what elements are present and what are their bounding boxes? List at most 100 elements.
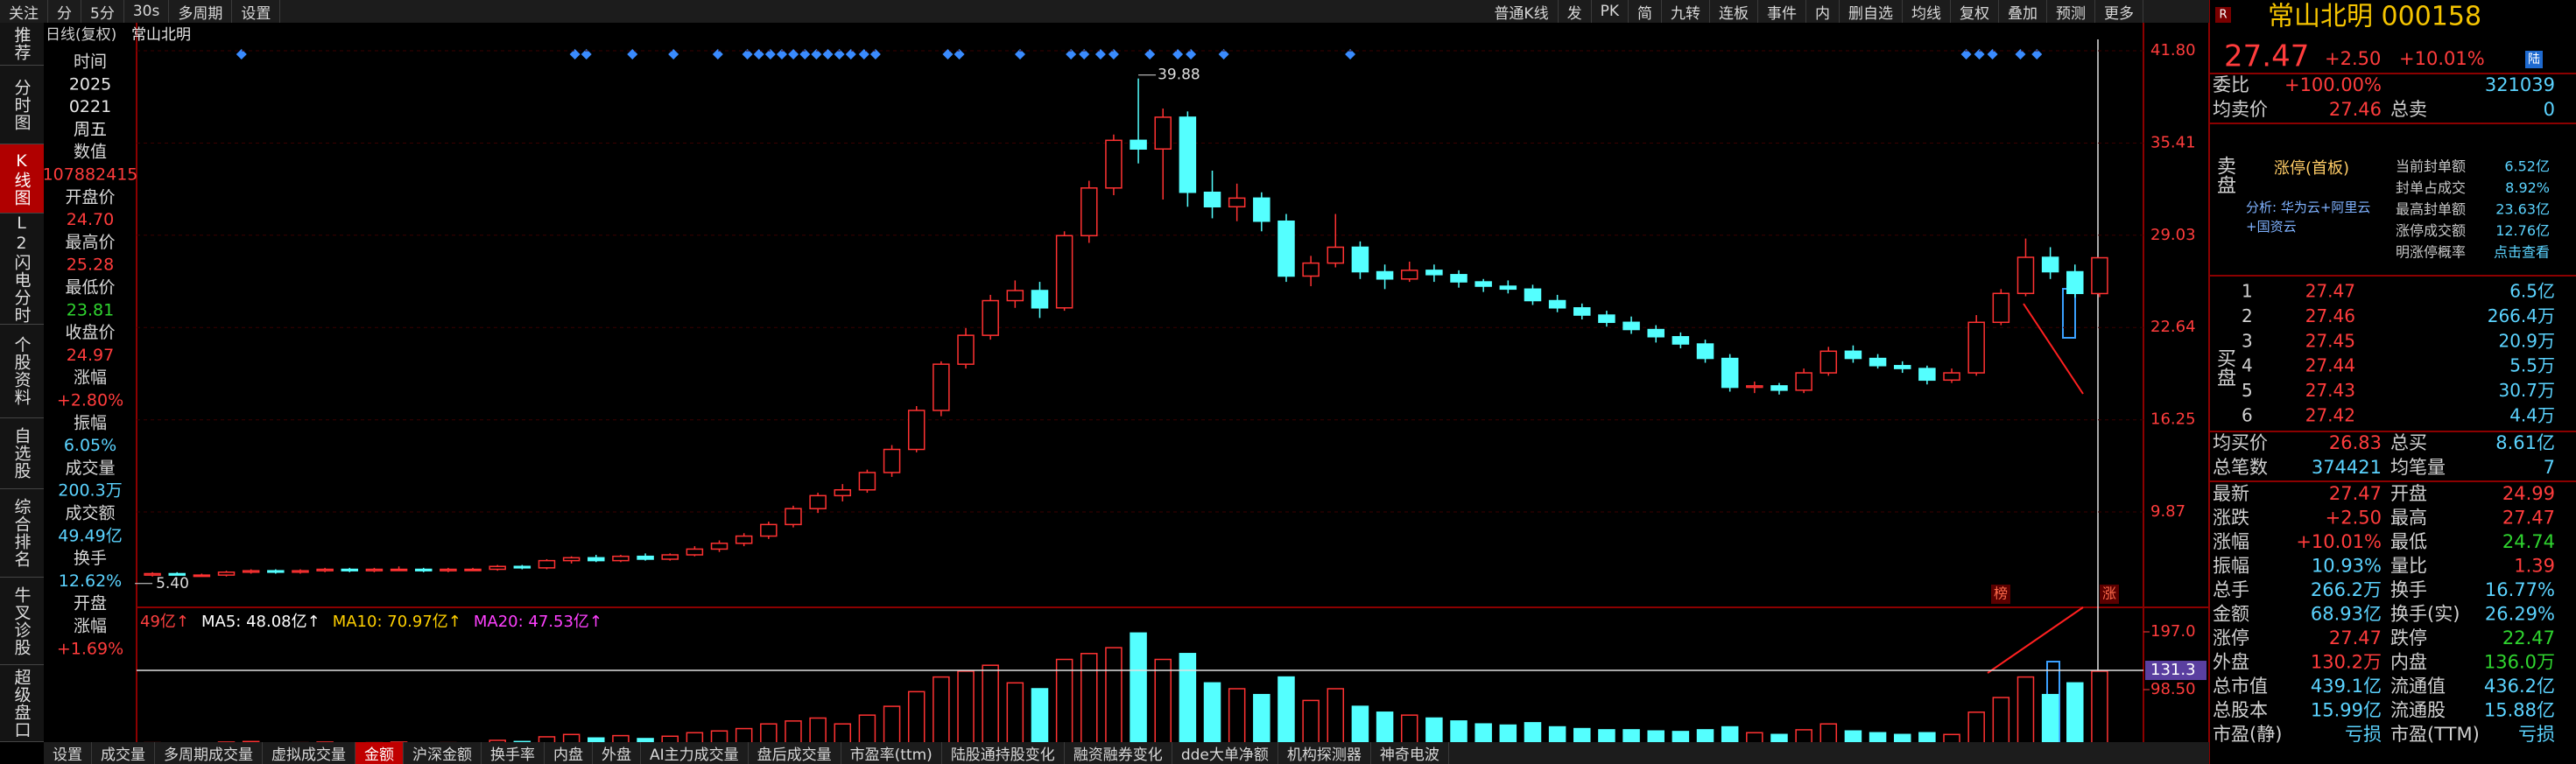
volume-bar	[858, 714, 876, 742]
toolbar-button[interactable]: 内	[1806, 0, 1840, 23]
candle-body	[735, 535, 753, 544]
event-marker	[799, 49, 811, 60]
volume-bar	[1844, 730, 1862, 742]
side-tab[interactable]: 推荐	[0, 23, 44, 66]
indicator-tab[interactable]: 盘后成交量	[749, 742, 841, 764]
bid-level: 2	[2242, 305, 2253, 326]
toolbar-button[interactable]: 更多	[2095, 0, 2143, 23]
toolbar-button[interactable]: 普通K线	[1485, 0, 1559, 23]
toolbar-button[interactable]: 发	[1559, 0, 1592, 23]
indicator-tab[interactable]: dde大单净额	[1172, 742, 1278, 764]
bid-price: 27.42	[2305, 405, 2355, 426]
quote-label: 开盘	[2390, 483, 2427, 504]
volume-bar	[1548, 725, 1566, 742]
candle-body	[1819, 350, 1838, 374]
side-tab[interactable]: 综合排名	[0, 489, 44, 578]
volume-bars	[144, 632, 2108, 742]
volume-bar	[217, 741, 236, 742]
quote-value: 436.2亿	[2484, 676, 2555, 697]
quote-value: +10.01%	[2296, 531, 2382, 552]
candle-body	[957, 334, 975, 365]
volume-bar	[1203, 682, 1221, 742]
candle-body	[414, 568, 433, 571]
badge: R	[2219, 9, 2227, 22]
indicator-tab[interactable]: 多周期成交量	[155, 742, 263, 764]
volume-bar	[1450, 720, 1467, 742]
candle-body	[858, 472, 876, 491]
info-item: 最低价	[65, 278, 115, 298]
candle-body	[1869, 357, 1887, 367]
indicator-tab[interactable]: 陆股通持股变化	[942, 742, 1065, 764]
side-tab[interactable]: 个股资料	[0, 325, 44, 418]
side-tab[interactable]: K线图	[0, 144, 44, 214]
indicator-tab[interactable]: 神奇电波	[1371, 742, 1449, 764]
candle-body	[1105, 139, 1123, 189]
toolbar-button[interactable]: 预测	[2047, 0, 2095, 23]
volume-bar	[1672, 731, 1690, 742]
indicator-tab[interactable]: 虚拟成交量	[263, 742, 355, 764]
quote-value: 26.29%	[2485, 604, 2555, 625]
volume-bar	[1893, 733, 1911, 742]
side-tab[interactable]: 超级盘口	[0, 665, 44, 742]
candle-body	[1228, 197, 1246, 208]
indicator-tab[interactable]: 设置	[44, 742, 92, 764]
marker-label: 涨	[2102, 585, 2116, 602]
toolbar-button[interactable]: 30s	[124, 0, 170, 23]
volume-bar	[1746, 732, 1763, 742]
indicator-tab[interactable]: 融资融券变化	[1065, 742, 1172, 764]
indicator-tab[interactable]: 机构探测器	[1278, 742, 1371, 764]
volume-bar	[2091, 670, 2108, 742]
volume-bar	[710, 730, 728, 742]
toolbar-button[interactable]: 连板	[1710, 0, 1758, 23]
toolbar-button[interactable]: 均线	[1903, 0, 1951, 23]
volume-bar	[957, 670, 975, 742]
side-tab[interactable]: 牛叉诊股	[0, 578, 44, 665]
toolbar-button[interactable]: 关注	[0, 0, 48, 23]
indicator-tab[interactable]: 换手率	[482, 742, 545, 764]
indicator-tab[interactable]: 金额	[355, 742, 404, 764]
last-price: 27.47	[2224, 39, 2309, 74]
bid-volume: 20.9万	[2498, 330, 2555, 351]
indicator-tab[interactable]: 外盘	[593, 742, 641, 764]
quote-value: 374421	[2312, 457, 2382, 478]
indicator-tab[interactable]: 市盈率(ttm)	[841, 742, 942, 764]
toolbar-button[interactable]: 分	[48, 0, 81, 23]
event-marker	[776, 49, 787, 60]
quote-value: 22.47	[2502, 627, 2555, 648]
toolbar-button[interactable]: 多周期	[169, 0, 233, 23]
info-item: 49.49亿	[58, 526, 122, 545]
quote-label: 内盘	[2390, 652, 2427, 673]
indicator-tab[interactable]: 沪深金额	[404, 742, 482, 764]
buy-label: 买盘	[2214, 348, 2236, 387]
toolbar-button[interactable]: PK	[1592, 0, 1629, 23]
volume-bar	[1622, 729, 1640, 742]
toolbar-button[interactable]: 九转	[1662, 0, 1710, 23]
candle-body	[1130, 139, 1147, 150]
side-tab[interactable]: 自选股	[0, 418, 44, 489]
toolbar-left: 关注分 5分 30s 多周期 设置	[0, 0, 281, 23]
info-item: +2.80%	[57, 391, 123, 410]
toolbar-button[interactable]: 事件	[1758, 0, 1806, 23]
toolbar-button[interactable]: 设置	[232, 0, 281, 23]
candle-body	[1351, 246, 1369, 273]
candle-body	[1450, 274, 1467, 283]
quote-value: +2.50	[2326, 508, 2382, 529]
indicator-tab[interactable]: 成交量	[92, 742, 155, 764]
event-marker	[1974, 49, 1985, 60]
toolbar-button[interactable]: 叠加	[1999, 0, 2047, 23]
candle-body	[1647, 328, 1665, 338]
side-tab[interactable]: 分时图	[0, 66, 44, 144]
indicator-tab[interactable]: AI主力成交量	[641, 742, 749, 764]
candle-body	[1548, 299, 1566, 309]
toolbar-button[interactable]: 5分	[81, 0, 124, 23]
toolbar-button[interactable]: 删自选	[1840, 0, 1903, 23]
indicator-tab[interactable]: 内盘	[545, 742, 593, 764]
candle-body	[267, 570, 285, 573]
toolbar-button[interactable]: 简	[1629, 0, 1662, 23]
volume-bar	[735, 727, 753, 742]
toolbar-button[interactable]: 复权	[1951, 0, 1999, 23]
side-tab[interactable]: L2闪电分时	[0, 214, 44, 325]
info-item: 23.81	[67, 300, 114, 319]
limit-analysis[interactable]: 分析: 华为云+阿里云+国资云	[2246, 200, 2371, 235]
quote-label: 委比	[2213, 74, 2249, 95]
